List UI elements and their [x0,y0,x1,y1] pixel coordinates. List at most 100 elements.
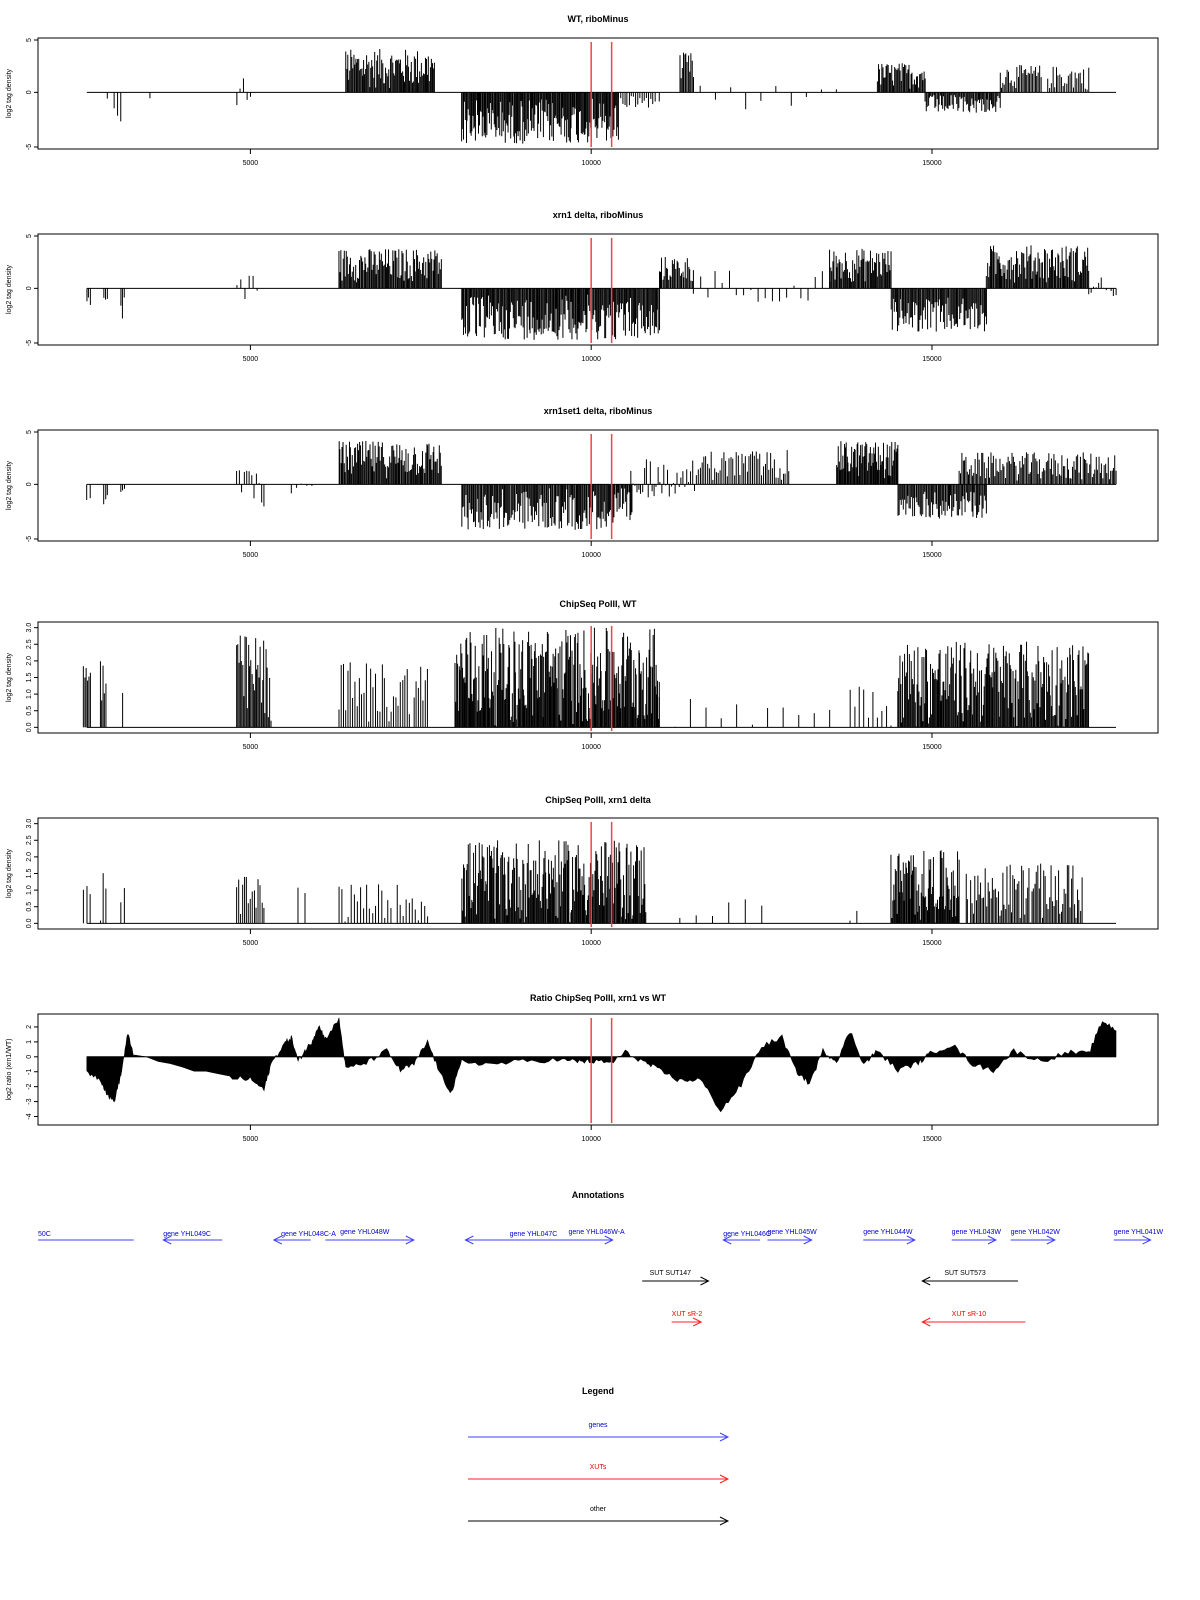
arrow-head [921,1317,931,1327]
x-tick-label: 5000 [243,356,259,363]
x-tick-label: 10000 [581,1136,601,1143]
data-segment-1 [82,666,91,728]
data-segment-10 [836,441,899,485]
arrow-head [1142,1235,1152,1245]
x-tick-label: 5000 [243,160,259,167]
data-segment-8 [692,270,831,302]
data-segment-11 [924,92,1001,113]
legend-item-XUTs: XUTs [468,1464,730,1484]
feature-arrow: gene YHL048C-A [272,1231,336,1245]
legend-item-label: other [590,1506,607,1513]
legend-item-label: genes [588,1422,608,1429]
data-segment-7 [461,484,633,530]
feature-label: gene YHL041W [1114,1229,1164,1236]
feature-label: gene YHL043W [952,1229,1002,1236]
y-tick-label: 0 [26,482,33,486]
arrow-head [921,1276,931,1286]
legend-item-label: XUTs [590,1464,607,1471]
panel-title: WT, riboMinus [568,14,629,24]
data-segment-9 [699,85,837,110]
plot-frame [37,233,1159,346]
arrow-head [692,1317,703,1327]
x-tick-label: 5000 [243,552,259,559]
data-segment-7 [658,697,831,728]
feature-arrow: SUT SUT573 [921,1270,1018,1286]
y-tick-label: 0 [26,286,33,290]
panel-title: ChipSeq PolII, xrn1 delta [545,795,652,805]
legend-item-genes: genes [468,1422,730,1442]
y-tick-label: 0.5 [26,902,33,912]
data-segment-9 [829,248,892,289]
data-segment-7 [617,92,660,108]
feature-label: gene YHL049C [163,1231,211,1238]
feature-label: gene YHL044W [863,1229,913,1236]
y-tick-label: -3 [26,1098,33,1104]
data-segment-5 [290,483,313,494]
feature-arrow: SUT SUT147 [642,1270,710,1286]
data-segment-12 [1088,277,1117,297]
arrow-head [987,1235,998,1245]
annotations-title: Annotations [572,1190,625,1200]
feature-arrow: XUT sR-2 [671,1311,703,1327]
y-tick-label: 5 [26,38,33,42]
data-segment-11 [897,484,987,519]
data-segment-10 [890,288,987,332]
feature-label: gene YHL048C-A [281,1231,336,1238]
data-segment-6 [461,92,619,144]
y-tick-label: 2 [26,1025,33,1029]
feature-arrow: gene YHL046W-A [569,1229,625,1245]
arrow-head [604,1235,614,1245]
data-segment-2 [103,484,108,505]
data-segment-2 [117,92,122,122]
x-tick-label: 5000 [243,940,259,947]
y-tick-label: 5 [26,234,33,238]
feature-label: gene YHL042W [1011,1229,1061,1236]
legend-arrow-head [719,1474,730,1484]
feature-label: SUT SUT573 [944,1270,986,1277]
panel-5: ChipSeq PolII, xrn1 delta log2 tag densit… [6,795,1159,947]
panel-1: WT, riboMinus log2 tag density -5 0 5 5000 100… [6,14,1159,167]
data-segment-9 [849,910,858,924]
feature-label: gene YHL048W [340,1229,390,1236]
data-segment-5 [297,887,306,924]
legend-arrow-head [719,1432,730,1442]
legend-title: Legend [582,1386,614,1396]
data-segment-7 [659,257,694,289]
y-tick-label: 1 [26,1040,33,1044]
arrow-head [272,1235,283,1245]
data-segment-5 [338,662,428,728]
y-tick-label: 0.0 [26,918,33,928]
panel-title: ChipSeq PolII, WT [560,599,637,609]
data-segment-4 [236,275,258,300]
arrow-head [162,1235,172,1245]
annotations-panel: Annotations 50C gene YHL049C gene YHL048C-A… [38,1190,1164,1327]
feature-label: gene YHL047C [510,1231,558,1238]
panel-title: xrn1set1 delta, riboMinus [544,406,653,416]
plot-frame [37,1013,1159,1126]
x-tick-label: 10000 [581,744,601,751]
feature-label: gene YHL046C [723,1231,771,1238]
feature-arrow: 50C [38,1231,134,1241]
data-segment-5 [345,49,435,93]
panel-6: Ratio ChipSeq PolII, xrn1 vs WT log2 rati… [6,993,1159,1143]
y-axis-label: log2 tag density [6,460,13,510]
y-tick-label: -2 [26,1083,33,1089]
data-segment-6 [338,884,429,924]
data-segment-6 [461,288,661,340]
y-tick-label: 1.0 [26,689,33,699]
arrow-head [464,1235,474,1245]
y-axis-label: log2 ratio (xrn1/WT) [6,1039,13,1101]
feature-label: gene YHL046W-A [569,1229,625,1236]
data-segment-9 [699,450,790,485]
feature-arrow: gene YHL043W [951,1229,1002,1245]
y-tick-label: 2.5 [26,835,33,845]
y-tick-label: 5 [26,430,33,434]
x-tick-label: 10000 [581,356,601,363]
feature-arrow: gene YHL046C [722,1231,771,1245]
x-tick-label: 15000 [922,940,942,947]
feature-label: SUT SUT147 [650,1270,692,1277]
arrow-head [722,1235,732,1245]
data-segment-2 [99,661,107,728]
x-tick-label: 10000 [581,940,601,947]
